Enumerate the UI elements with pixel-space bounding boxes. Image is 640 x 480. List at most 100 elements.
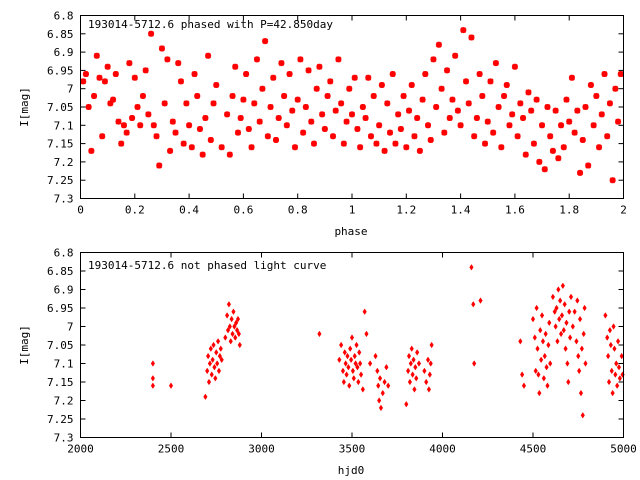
unphased-data-point [207, 360, 213, 367]
phased-data-point [340, 140, 347, 147]
unphased-data-point [558, 297, 563, 304]
unphased-data-point [563, 345, 568, 352]
unphased-data-point [218, 345, 223, 352]
phased-data-point [118, 140, 125, 147]
unphased-data-point [544, 363, 549, 371]
unphased-data-point [552, 308, 557, 315]
phased-data-point [517, 100, 524, 107]
phased-y-axis-title: I[mag] [18, 87, 31, 127]
phased-data-point [520, 114, 527, 121]
unphased-data-point [410, 371, 415, 378]
unphased-data-point [560, 282, 565, 290]
unphased-data-point [575, 297, 580, 304]
phased-x-tick-label: 0 [77, 204, 84, 217]
unphased-data-point [236, 330, 241, 338]
phased-data-point [245, 125, 252, 132]
unphased-data-point [357, 349, 362, 356]
phased-data-point [259, 85, 266, 92]
phased-x-tick-label: 0.2 [125, 204, 145, 217]
unphased-data-point [209, 371, 214, 378]
phased-data-point [495, 103, 502, 111]
phased-y-tick-label: 6.9 [54, 46, 74, 59]
phased-x-tick-label: 1.4 [451, 204, 471, 217]
phased-data-point [123, 129, 130, 136]
unphased-data-point [368, 360, 373, 367]
unphased-data-point [478, 297, 483, 304]
phased-data-point [120, 122, 127, 129]
unphased-data-point [232, 323, 237, 330]
phased-data-point [560, 144, 567, 151]
phased-x-tick-label: 0.8 [288, 204, 308, 217]
phased-x-axis-title: phase [334, 225, 367, 238]
unphased-data-point [406, 352, 412, 360]
phased-data-point [302, 103, 309, 111]
phased-data-point [142, 67, 149, 74]
phased-data-point [297, 56, 304, 63]
phased-data-point [452, 52, 459, 59]
unphased-data-point [408, 360, 413, 367]
phased-data-point [283, 122, 290, 129]
phased-data-point [96, 74, 103, 81]
unphased-data-point [346, 363, 351, 371]
phased-data-point [530, 140, 537, 147]
phased-y-tick-label: 7.05 [47, 101, 74, 114]
unphased-data-point [229, 315, 234, 323]
unphased-data-point [349, 334, 355, 341]
phased-data-point [514, 133, 521, 140]
phased-data-point [465, 100, 472, 107]
unphased-data-point [213, 375, 218, 382]
phased-data-point [422, 71, 429, 78]
unphased-data-point [581, 330, 586, 338]
unphased-data-point [217, 352, 222, 360]
unphased-data-point [208, 345, 213, 352]
phased-data-point [167, 147, 174, 154]
unphased-data-point [377, 375, 383, 382]
unphased-data-point [227, 323, 232, 330]
phased-data-point [501, 93, 508, 100]
phased-data-point [427, 136, 434, 143]
unphased-data-point [358, 360, 363, 367]
phased-data-point [438, 85, 445, 92]
phased-y-tick-label: 7.1 [54, 119, 74, 132]
phased-data-point [329, 133, 337, 140]
phased-data-point [528, 107, 535, 114]
phased-data-point [587, 82, 594, 89]
unphased-data-point [554, 304, 559, 312]
phased-data-point [226, 151, 233, 158]
unphased-data-point [568, 334, 573, 341]
unphased-data-point [616, 363, 622, 371]
phased-data-point [446, 114, 453, 121]
unphased-data-point [577, 367, 582, 375]
unphased-data-point [378, 404, 384, 412]
phased-data-point [338, 100, 345, 107]
unphased-data-point [337, 356, 342, 364]
phased-data-point [536, 158, 543, 165]
unphased-plot-frame [80, 252, 624, 438]
unphased-data-point [375, 367, 380, 375]
unphased-x-tick-label: 3000 [248, 443, 275, 456]
unphased-data-point [426, 386, 432, 393]
unphased-points [150, 264, 625, 419]
unphased-data-point [520, 371, 525, 378]
unphased-data-point [606, 378, 612, 386]
unphased-data-point [615, 338, 621, 345]
phased-data-point [218, 144, 225, 151]
phased-data-point [370, 93, 377, 100]
unphased-data-point [612, 345, 617, 352]
phased-data-point [156, 162, 163, 169]
phased-data-point [224, 111, 231, 118]
unphased-data-point [577, 315, 583, 323]
unphased-data-point [317, 330, 322, 338]
unphased-data-point [219, 356, 224, 364]
unphased-data-point [348, 356, 354, 364]
unphased-x-tick-label: 2500 [158, 443, 185, 456]
unphased-data-point [235, 315, 241, 323]
phased-data-point [484, 118, 491, 125]
phased-data-point [88, 147, 95, 154]
unphased-data-point [373, 352, 378, 360]
unphased-data-point [362, 308, 367, 315]
unphased-data-point [518, 338, 523, 345]
phased-data-point [289, 107, 296, 114]
phased-data-point [617, 71, 624, 78]
phased-data-point [191, 71, 198, 78]
